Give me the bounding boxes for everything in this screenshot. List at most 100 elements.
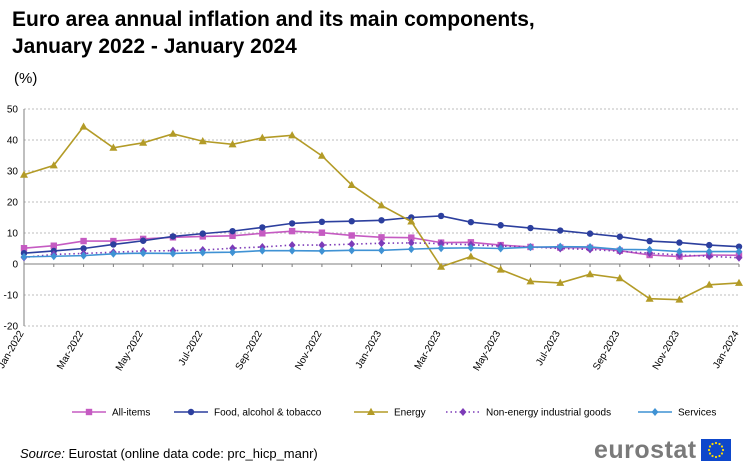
data-point-all-items bbox=[259, 230, 266, 237]
source-note: Source: Eurostat (online data code: prc_… bbox=[20, 446, 318, 461]
chart-title-line1: Euro area annual inflation and its main … bbox=[12, 8, 535, 31]
data-point-all-items bbox=[408, 234, 415, 241]
data-point-non-energy-industrial-goods bbox=[437, 239, 445, 248]
data-point-energy bbox=[675, 295, 684, 303]
data-point-food-alcohol-tobacco bbox=[199, 230, 206, 237]
data-point-services bbox=[199, 248, 207, 257]
legend-marker-food-alcohol-tobacco bbox=[187, 408, 195, 416]
x-tick-label: Nov-2023 bbox=[651, 329, 682, 372]
x-tick-label: Jan-2024 bbox=[711, 329, 742, 371]
data-point-food-alcohol-tobacco bbox=[497, 222, 504, 229]
data-point-services bbox=[169, 249, 177, 258]
data-point-food-alcohol-tobacco bbox=[557, 227, 564, 234]
data-point-food-alcohol-tobacco bbox=[169, 233, 177, 240]
legend-label-all-items: All-items bbox=[112, 408, 150, 419]
data-point-energy bbox=[615, 274, 624, 282]
data-point-non-energy-industrial-goods bbox=[348, 240, 356, 249]
x-tick-label: Mar-2023 bbox=[413, 329, 444, 372]
legend-label-energy: Energy bbox=[394, 408, 426, 419]
y-tick-label: -10 bbox=[4, 291, 19, 302]
x-tick-label: May-2023 bbox=[472, 329, 504, 373]
data-point-energy bbox=[407, 217, 416, 225]
eu-flag-icon bbox=[700, 439, 731, 461]
data-point-non-energy-industrial-goods bbox=[407, 238, 415, 247]
x-tick-label: Jan-2022 bbox=[0, 329, 27, 371]
data-point-services bbox=[527, 243, 534, 252]
data-point-services bbox=[676, 247, 683, 256]
y-tick-label: 40 bbox=[7, 136, 19, 147]
data-point-energy bbox=[466, 252, 475, 260]
x-tick-label: Sep-2022 bbox=[234, 329, 265, 372]
data-point-energy bbox=[437, 262, 446, 270]
y-tick-label: 50 bbox=[7, 105, 19, 116]
legend-label-food-alcohol-tobacco: Food, alcohol & tobacco bbox=[214, 408, 322, 419]
data-point-food-alcohol-tobacco bbox=[318, 218, 326, 226]
data-point-non-energy-industrial-goods bbox=[229, 244, 236, 253]
data-point-food-alcohol-tobacco bbox=[259, 224, 266, 231]
chart-title: Euro area annual inflation and its main … bbox=[12, 6, 732, 60]
data-point-energy bbox=[288, 131, 297, 139]
data-point-services bbox=[139, 249, 147, 258]
data-point-energy bbox=[168, 129, 177, 137]
data-point-energy bbox=[139, 138, 148, 146]
data-point-all-items bbox=[50, 242, 57, 249]
data-point-food-alcohol-tobacco bbox=[706, 241, 713, 249]
x-tick-label: Jul-2022 bbox=[177, 329, 206, 368]
data-point-food-alcohol-tobacco bbox=[735, 243, 743, 250]
data-point-non-energy-industrial-goods bbox=[735, 253, 743, 262]
legend-label-services: Services bbox=[678, 408, 716, 419]
data-point-food-alcohol-tobacco bbox=[527, 224, 534, 232]
data-point-services bbox=[348, 246, 356, 255]
y-tick-label: 30 bbox=[7, 167, 19, 178]
series-line-energy bbox=[23, 125, 740, 301]
data-point-services bbox=[735, 247, 743, 256]
data-point-food-alcohol-tobacco bbox=[437, 212, 445, 220]
data-point-food-alcohol-tobacco bbox=[288, 220, 296, 227]
y-unit-label: (%) bbox=[14, 70, 38, 87]
data-point-food-alcohol-tobacco bbox=[139, 237, 147, 244]
data-point-energy bbox=[79, 122, 88, 130]
y-tick-label: -20 bbox=[4, 322, 19, 333]
data-point-energy bbox=[317, 151, 326, 159]
data-point-energy bbox=[20, 170, 28, 178]
data-point-energy bbox=[228, 140, 237, 148]
data-point-services bbox=[586, 242, 594, 251]
data-point-food-alcohol-tobacco bbox=[646, 237, 653, 245]
data-point-food-alcohol-tobacco bbox=[676, 239, 683, 246]
y-tick-label: 10 bbox=[7, 229, 19, 240]
x-tick-label: Mar-2022 bbox=[55, 329, 86, 372]
data-point-all-items bbox=[80, 237, 87, 245]
data-point-services bbox=[229, 248, 236, 257]
logo-text: eurostat bbox=[594, 436, 697, 464]
source-text: Eurostat (online data code: prc_hicp_man… bbox=[68, 446, 318, 461]
data-point-energy bbox=[705, 280, 714, 288]
data-point-energy bbox=[556, 278, 565, 286]
data-point-services bbox=[109, 249, 117, 258]
data-point-energy bbox=[496, 265, 505, 273]
chart-title-line2: January 2022 - January 2024 bbox=[12, 35, 297, 58]
data-point-services bbox=[318, 246, 326, 255]
data-point-services bbox=[407, 245, 415, 254]
legend-marker-services bbox=[651, 408, 659, 416]
data-point-food-alcohol-tobacco bbox=[586, 230, 594, 237]
data-point-energy bbox=[347, 180, 356, 188]
data-point-services bbox=[288, 246, 296, 255]
legend-marker-energy bbox=[367, 407, 375, 415]
data-point-non-energy-industrial-goods bbox=[705, 252, 713, 261]
data-point-services bbox=[616, 245, 624, 254]
data-point-non-energy-industrial-goods bbox=[288, 241, 296, 250]
legend-marker-all-items bbox=[85, 408, 93, 416]
data-point-non-energy-industrial-goods bbox=[318, 241, 326, 250]
data-point-non-energy-industrial-goods bbox=[378, 239, 385, 248]
data-point-energy bbox=[49, 161, 58, 169]
data-point-all-items bbox=[318, 229, 326, 236]
data-point-services bbox=[646, 245, 654, 254]
x-tick-label: Jul-2023 bbox=[534, 329, 563, 368]
data-point-food-alcohol-tobacco bbox=[80, 245, 87, 252]
data-point-energy bbox=[198, 137, 207, 145]
data-point-all-items bbox=[348, 232, 355, 239]
data-point-all-items bbox=[110, 237, 117, 245]
data-point-food-alcohol-tobacco bbox=[616, 233, 624, 240]
data-point-all-items bbox=[20, 244, 28, 252]
data-point-energy bbox=[586, 270, 595, 278]
